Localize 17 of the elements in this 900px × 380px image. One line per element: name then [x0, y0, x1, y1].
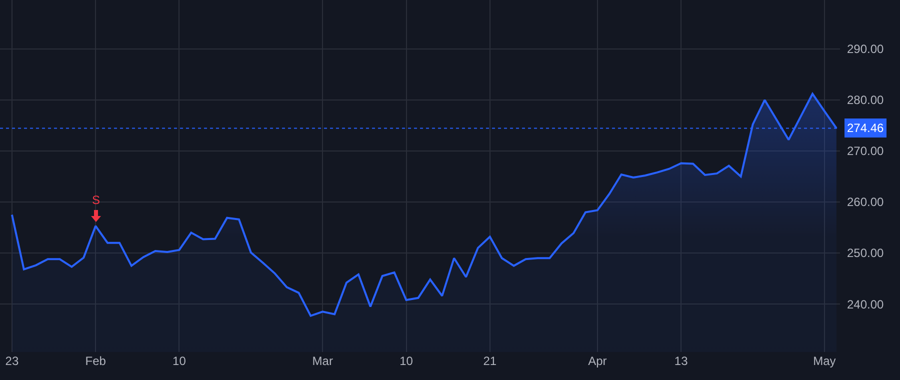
y-tick-label: 290.00	[847, 42, 884, 56]
y-tick-label: 240.00	[847, 297, 884, 312]
x-tick-label: Feb	[85, 354, 106, 368]
x-tick-label: May	[813, 354, 836, 368]
x-tick-label: 10	[172, 354, 186, 368]
x-tick-label: Apr	[588, 354, 607, 368]
y-tick-label: 280.00	[847, 93, 884, 108]
y-tick-label: 250.00	[847, 246, 884, 260]
x-tick-label: 10	[400, 354, 414, 368]
x-tick-label: 13	[674, 354, 688, 368]
y-tick-label: 270.00	[847, 144, 884, 158]
x-tick-label: 23	[5, 354, 19, 368]
x-tick-label: Mar	[312, 354, 333, 368]
ref-line-label: 274.46	[847, 121, 884, 135]
annotation: S	[92, 193, 100, 207]
x-tick-label: 21	[483, 354, 497, 368]
y-tick-label: 260.00	[847, 195, 884, 210]
